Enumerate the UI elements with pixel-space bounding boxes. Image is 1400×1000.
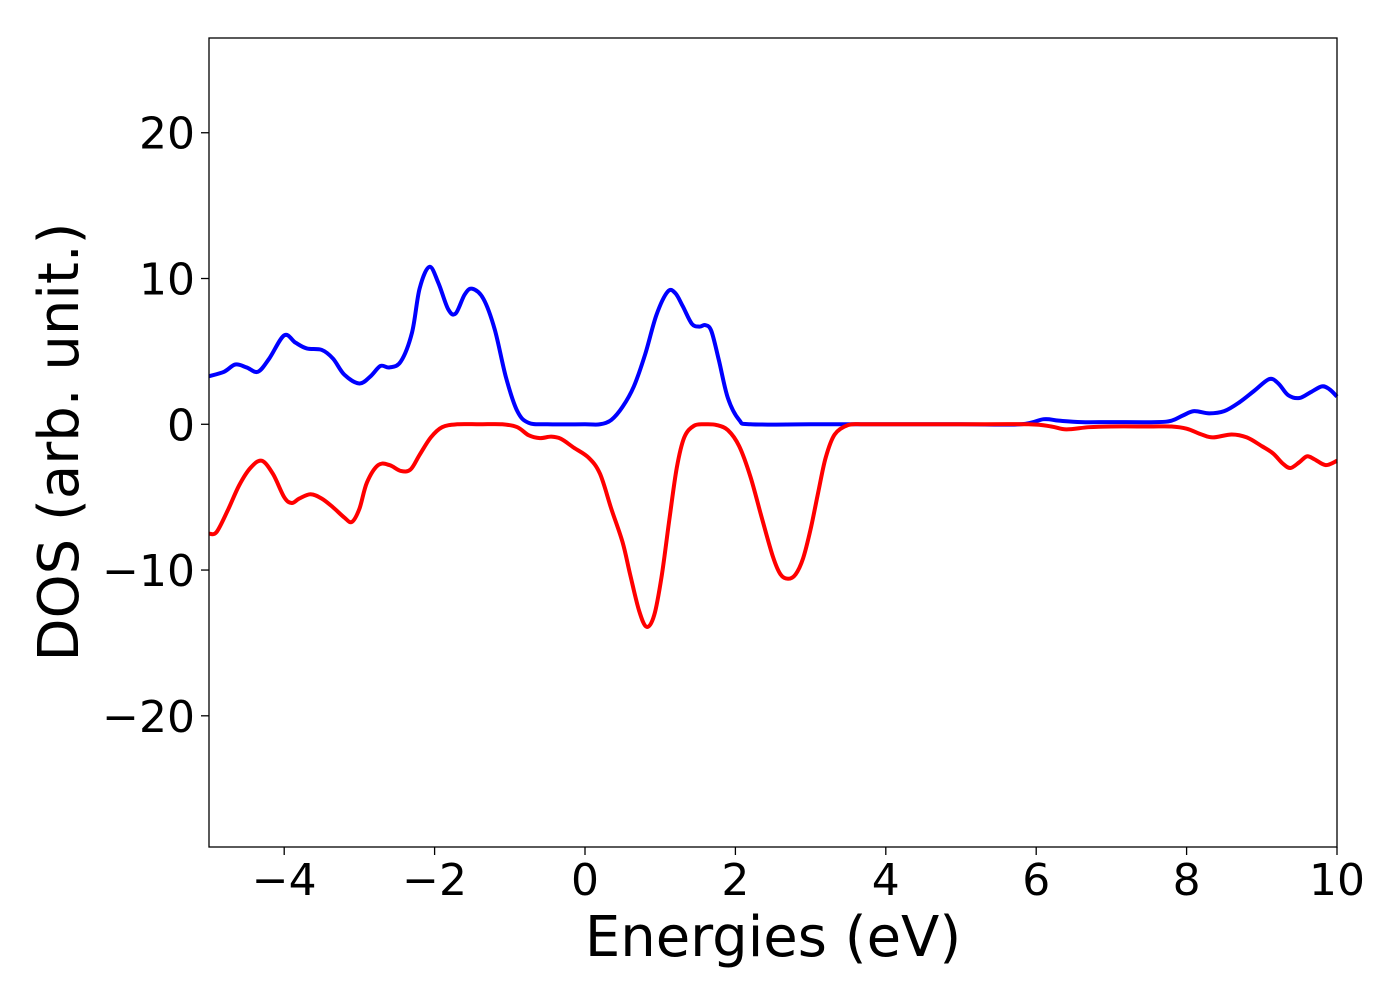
y-axis-ticks: 20 10 0 −10 −20 xyxy=(102,109,209,743)
x-tick-label: 2 xyxy=(721,855,749,906)
x-tick-label: 4 xyxy=(872,855,900,906)
y-tick-label: 0 xyxy=(167,400,195,451)
y-tick-label: 10 xyxy=(139,255,195,306)
y-tick-label: −20 xyxy=(102,692,195,743)
x-tick-label: 0 xyxy=(571,855,599,906)
series-line-1 xyxy=(208,264,1339,427)
series-line-2 xyxy=(208,422,1338,629)
x-axis-ticks: −4 −2 0 2 4 6 8 10 xyxy=(252,847,1365,906)
x-tick-label: −4 xyxy=(252,855,317,906)
plot-frame xyxy=(208,37,1338,848)
x-tick-label: 8 xyxy=(1173,855,1201,906)
x-tick-label: −2 xyxy=(402,855,467,906)
y-axis-title: DOS (arb. unit.) xyxy=(27,222,92,661)
plot-background xyxy=(209,38,1337,847)
y-tick-label: −10 xyxy=(102,546,195,597)
x-tick-label: 10 xyxy=(1309,855,1365,906)
x-tick-label: 6 xyxy=(1022,855,1050,906)
series-group xyxy=(208,264,1339,629)
y-tick-label: 20 xyxy=(139,109,195,160)
x-axis-title: Energies (eV) xyxy=(585,905,961,970)
